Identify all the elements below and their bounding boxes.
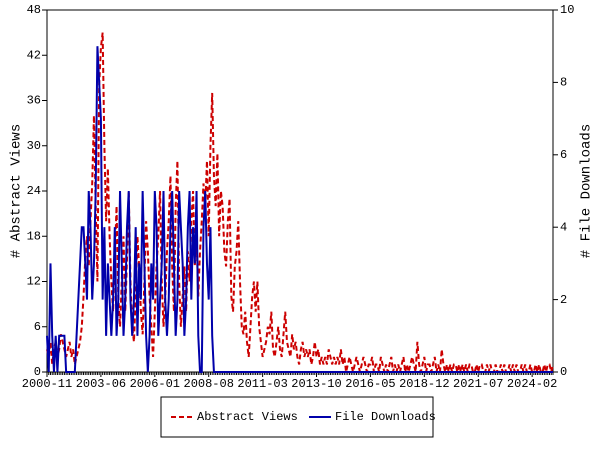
x-tick-label: 2018-12 — [399, 377, 449, 391]
y2-tick-label: 2 — [560, 293, 567, 307]
y-tick-label: 24 — [27, 184, 41, 198]
legend-label: File Downloads — [335, 410, 436, 424]
x-tick-label: 2006-01 — [130, 377, 180, 391]
legend-label: Abstract Views — [197, 410, 298, 424]
x-tick-label: 2016-05 — [345, 377, 395, 391]
series-line — [46, 46, 553, 373]
y-tick-label: 48 — [27, 3, 41, 17]
y-tick-label: 12 — [27, 275, 41, 289]
x-tick-label: 2021-07 — [453, 377, 503, 391]
y-tick-label: 42 — [27, 48, 41, 62]
x-tick-label: 2013-10 — [291, 377, 341, 391]
x-tick-label: 2003-06 — [76, 377, 126, 391]
x-tick-label: 2024-02 — [507, 377, 557, 391]
y2-tick-label: 10 — [560, 3, 574, 17]
y-tick-label: 18 — [27, 229, 41, 243]
y2-tick-label: 4 — [560, 220, 567, 234]
y2-tick-label: 8 — [560, 76, 567, 90]
y-tick-label: 0 — [34, 365, 41, 379]
legend-box — [160, 396, 434, 438]
y2-tick-label: 6 — [560, 148, 567, 162]
y-axis-title: # Abstract Views — [9, 124, 25, 258]
y-tick-label: 36 — [27, 94, 41, 108]
series-line — [46, 32, 554, 373]
y-tick-label: 6 — [34, 320, 41, 334]
x-tick-label: 2011-03 — [237, 377, 287, 391]
y2-axis-title: # File Downloads — [579, 124, 595, 258]
x-tick-label: 2008-08 — [184, 377, 234, 391]
x-tick-label: 2000-11 — [22, 377, 72, 391]
y2-tick-label: 0 — [560, 365, 567, 379]
y-tick-label: 30 — [27, 139, 41, 153]
